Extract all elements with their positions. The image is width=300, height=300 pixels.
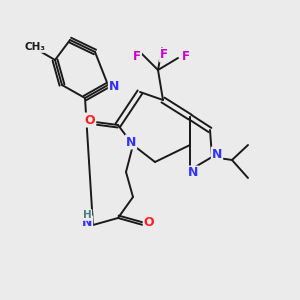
Text: N: N — [212, 148, 222, 160]
Text: N: N — [188, 167, 198, 179]
Text: O: O — [85, 113, 95, 127]
Text: O: O — [144, 215, 154, 229]
Text: CH₃: CH₃ — [25, 42, 46, 52]
Text: F: F — [160, 49, 168, 62]
Text: N: N — [126, 136, 136, 148]
Text: F: F — [133, 50, 141, 64]
Text: H: H — [82, 210, 91, 220]
Text: F: F — [182, 50, 190, 62]
Text: N: N — [82, 217, 92, 230]
Text: N: N — [109, 80, 119, 94]
